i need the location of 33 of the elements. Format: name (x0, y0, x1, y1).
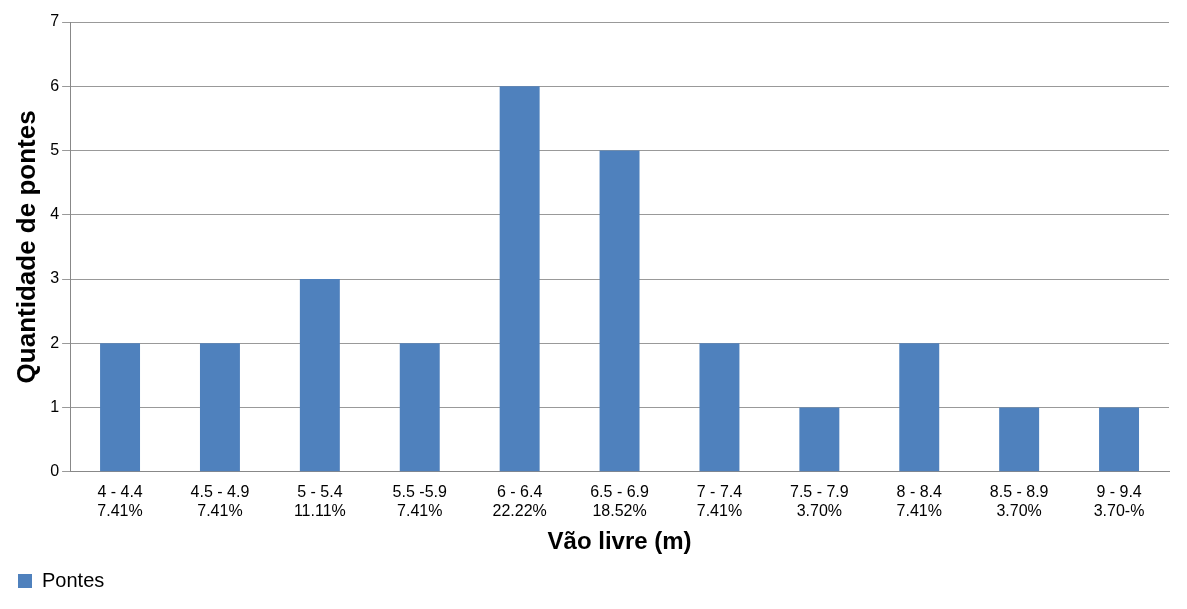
y-tick-label: 0 (50, 462, 60, 480)
x-axis-title: Vão livre (m) (547, 527, 692, 555)
x-tick-label: 5 - 5.4 11.11% (293, 482, 346, 520)
bar (599, 150, 640, 472)
x-tick-label: 6.5 - 6.9 18.52% (590, 482, 649, 520)
y-tick-label: 4 (50, 205, 60, 223)
bar (799, 407, 840, 472)
x-tick-label: 9 - 9.4 3.70-% (1093, 482, 1145, 520)
x-tick-label: 5.5 -5.9 7.41% (392, 482, 447, 520)
x-tick-label: 7.5 - 7.9 3.70% (790, 482, 849, 520)
bar (299, 279, 340, 472)
x-tick-label: 6 - 6.4 22.22% (492, 482, 547, 520)
x-tick-label: 8.5 - 8.9 3.70% (989, 482, 1049, 520)
bar (1099, 407, 1140, 472)
x-tick-label: 4.5 - 4.9 7.41% (190, 482, 250, 520)
y-tick-label: 1 (50, 397, 60, 415)
y-tick-label: 2 (50, 333, 60, 351)
x-tick-label: 8 - 8.4 7.41% (896, 482, 943, 520)
y-tick-label: 3 (50, 269, 60, 287)
y-tick-label: 6 (50, 76, 60, 94)
bar (100, 343, 141, 472)
bar (399, 343, 440, 472)
bar (999, 407, 1040, 472)
y-axis-title: Quantidade de pontes (10, 110, 41, 384)
legend-label: Pontes (42, 568, 105, 591)
bar (699, 343, 740, 472)
bar (199, 343, 240, 472)
y-tick-label: 5 (50, 140, 60, 158)
x-tick-label: 4 - 4.4 7.41% (97, 482, 143, 520)
bar (899, 343, 940, 472)
bar (499, 86, 540, 472)
y-tick-label: 7 (50, 12, 60, 30)
x-tick-label: 7 - 7.4 7.41% (696, 482, 743, 520)
